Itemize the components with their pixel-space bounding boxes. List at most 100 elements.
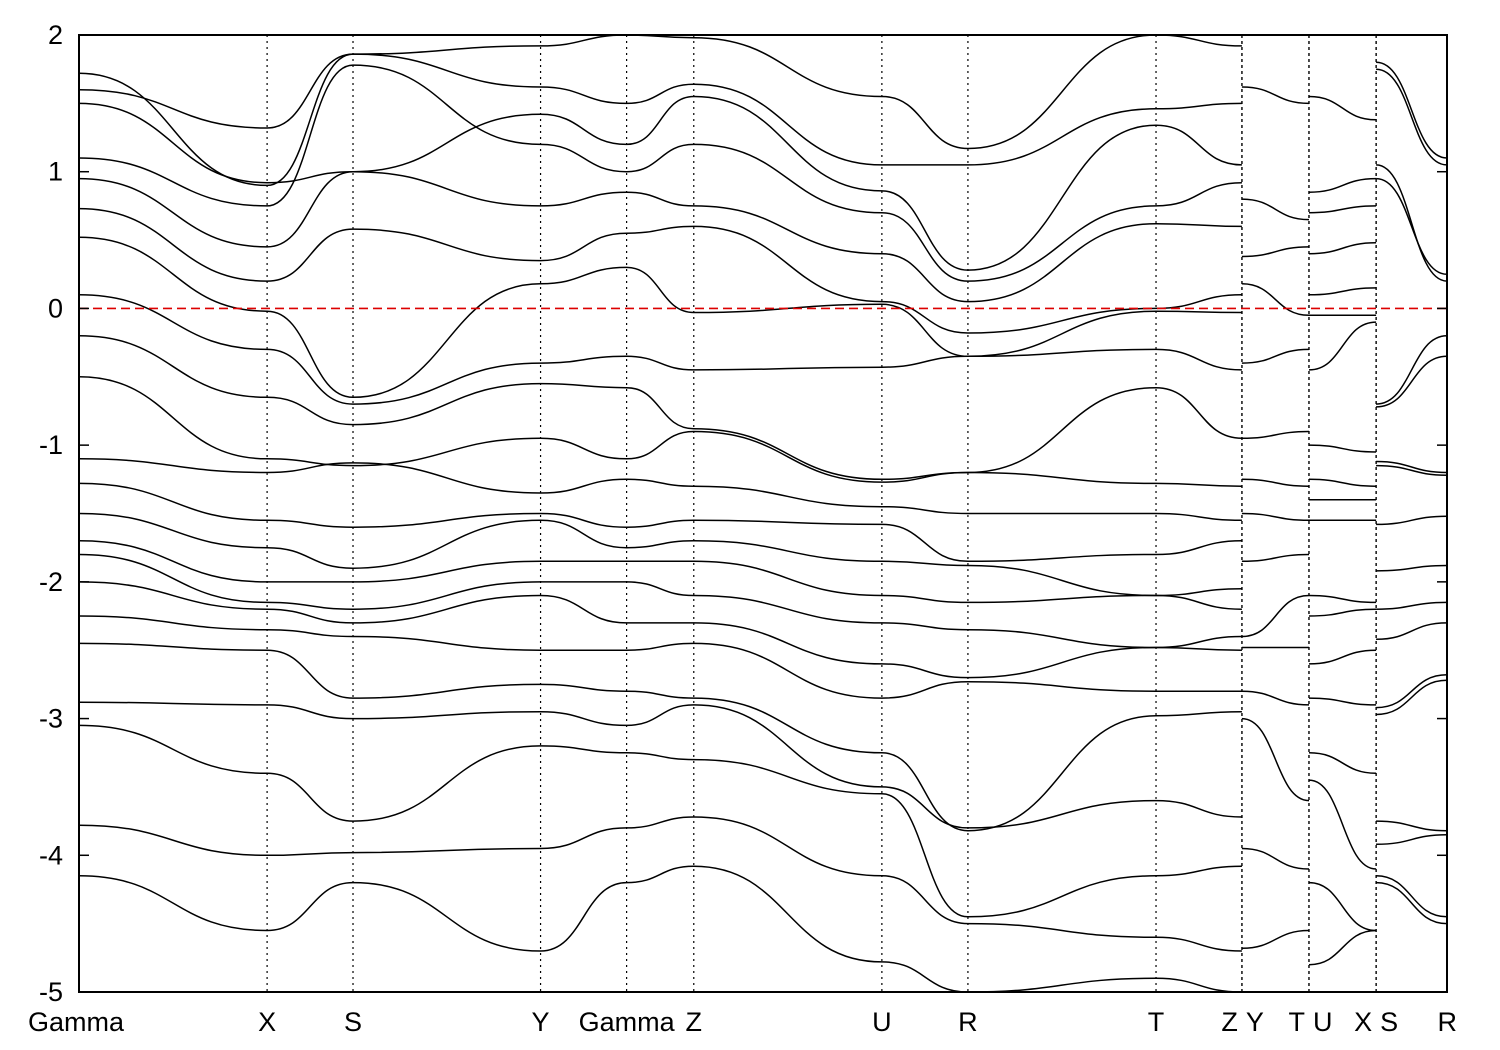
band-line-66 <box>1376 564 1447 572</box>
band-line-59 <box>1376 164 1447 282</box>
y-tick-label: -3 <box>39 704 63 734</box>
band-line-6 <box>79 207 1242 334</box>
band-line-44 <box>1308 321 1377 371</box>
band-line-57 <box>1376 61 1447 159</box>
x-tick-label: Y <box>1246 1007 1264 1037</box>
band-line-40 <box>1308 205 1377 214</box>
x-tick-label: Y <box>532 1007 550 1037</box>
y-tick-label: -4 <box>39 840 63 870</box>
x-tick-label: R <box>1438 1007 1458 1037</box>
y-tick-label: 0 <box>48 293 63 323</box>
x-tick-label: Z <box>1221 1007 1238 1037</box>
band-line-1 <box>79 35 1242 187</box>
x-tick-label: Z <box>686 1007 703 1037</box>
y-tick-label: -5 <box>39 977 63 1007</box>
band-line-45 <box>1308 444 1377 453</box>
band-line-39 <box>1308 177 1377 193</box>
band-line-63 <box>1376 460 1447 474</box>
band-line-73 <box>1376 875 1447 918</box>
band-line-30 <box>1241 512 1310 522</box>
x-tick-label: Gamma <box>579 1007 676 1037</box>
band-line-49 <box>1308 594 1377 604</box>
band-line-36 <box>1241 847 1310 870</box>
x-tick-label: X <box>258 1007 276 1037</box>
x-tick-label: T <box>1148 1007 1165 1037</box>
x-tick-label: Gamma <box>28 1007 125 1037</box>
band-line-58 <box>1376 68 1447 166</box>
band-line-14 <box>79 540 1242 610</box>
band-line-61 <box>1376 335 1447 405</box>
band-line-68 <box>1376 622 1447 641</box>
band-line-9 <box>79 335 1242 481</box>
x-tick-label: T <box>1288 1007 1305 1037</box>
band-line-51 <box>1308 649 1377 665</box>
band-line-11 <box>79 458 1242 522</box>
band-line-38 <box>1308 95 1377 121</box>
y-tick-label: -2 <box>39 567 63 597</box>
band-line-27 <box>1241 348 1310 364</box>
band-line-74 <box>1376 881 1447 925</box>
band-line-5 <box>79 170 1242 303</box>
band-line-15 <box>79 553 1242 649</box>
x-tick-label: U <box>872 1007 892 1037</box>
band-line-55 <box>1308 881 1377 932</box>
band-line-18 <box>79 642 1242 832</box>
band-line-17 <box>79 615 1242 699</box>
band-line-42 <box>1308 287 1377 296</box>
band-line-25 <box>1241 246 1310 258</box>
band-line-10 <box>79 376 1242 487</box>
band-line-53 <box>1308 752 1377 775</box>
band-line-16 <box>79 581 1242 679</box>
band-line-21 <box>79 816 1242 952</box>
band-line-54 <box>1308 779 1377 870</box>
band-line-8 <box>79 294 1242 405</box>
band-line-35 <box>1241 717 1310 802</box>
band-line-32 <box>1241 594 1310 638</box>
x-tick-labels: Gamma X S Y Gamma Z U R T Z Y T U X S R <box>28 1007 1457 1037</box>
x-tick-label: U <box>1313 1007 1333 1037</box>
band-line-52 <box>1308 697 1377 706</box>
y-tick-label: -1 <box>39 430 63 460</box>
band-line-62 <box>1376 355 1447 408</box>
band-line-46 <box>1308 478 1377 487</box>
band-lines <box>79 35 1447 992</box>
band-line-67 <box>1376 601 1447 610</box>
x-tick-label: S <box>1380 1007 1398 1037</box>
band-line-31 <box>1241 553 1310 563</box>
band-line-28 <box>1241 430 1310 440</box>
y-tick-labels: -5 -4 -3 -2 -1 0 1 2 <box>39 20 63 1007</box>
band-line-69 <box>1376 674 1447 709</box>
x-tick-label: R <box>958 1007 978 1037</box>
band-line-37 <box>1241 929 1310 950</box>
band-line-72 <box>1376 834 1447 846</box>
band-line-71 <box>1376 820 1447 832</box>
x-tick-label: S <box>344 1007 362 1037</box>
band-line-2 <box>79 53 1242 166</box>
band-line-70 <box>1376 679 1447 716</box>
band-line-50 <box>1308 608 1377 617</box>
band-line-65 <box>1376 515 1447 526</box>
band-line-26 <box>1241 283 1310 317</box>
y-tick-label: 2 <box>48 20 63 50</box>
band-line-56 <box>1308 929 1377 966</box>
band-line-64 <box>1376 464 1447 476</box>
band-line-13 <box>79 512 1242 597</box>
band-line-3 <box>79 95 1242 271</box>
band-line-12 <box>79 482 1242 563</box>
band-line-34 <box>1241 690 1310 706</box>
band-line-20 <box>79 724 1242 918</box>
band-line-23 <box>1241 86 1310 105</box>
y-tick-label: 1 <box>48 157 63 187</box>
x-tick-label: X <box>1354 1007 1372 1037</box>
plot-frame <box>78 34 1448 993</box>
band-line-29 <box>1241 478 1310 487</box>
band-line-19 <box>79 701 1242 829</box>
band-line-24 <box>1241 198 1310 221</box>
band-line-22 <box>79 865 1242 992</box>
band-line-7 <box>79 236 1242 399</box>
band-line-41 <box>1308 242 1377 255</box>
band-line-60 <box>1376 177 1447 276</box>
band-line-4 <box>79 64 1242 282</box>
